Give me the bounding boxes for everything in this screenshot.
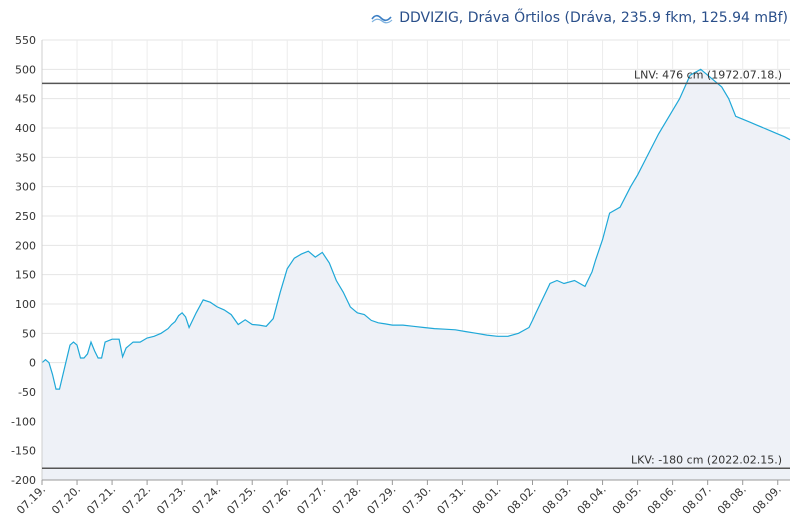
x-tick-label: 07.25. [224, 483, 258, 517]
y-tick-label: 400 [15, 122, 36, 135]
y-tick-label: 450 [15, 93, 36, 106]
y-tick-label: 100 [15, 298, 36, 311]
x-tick-label: 07.23. [154, 483, 188, 517]
y-tick-label: 250 [15, 210, 36, 223]
y-tick-label: 0 [29, 357, 36, 370]
y-tick-label: 150 [15, 269, 36, 282]
x-tick-label: 07.30. [400, 483, 434, 517]
ddvizig-logo-icon [371, 14, 393, 24]
y-tick-label: 500 [15, 63, 36, 76]
x-tick-label: 08.05. [610, 483, 644, 517]
x-tick-label: 08.04. [575, 483, 609, 517]
x-tick-label: 08.06. [645, 483, 679, 517]
chart-header: DDVIZIG, Dráva Őrtilos (Dráva, 235.9 fkm… [371, 8, 788, 28]
y-tick-label: -150 [11, 445, 36, 458]
y-tick-label: 200 [15, 239, 36, 252]
reference-line-label: LNV: 476 cm (1972.07.18.) [634, 68, 782, 81]
x-tick-label: 07.19. [14, 483, 48, 517]
x-tick-label: 07.20. [49, 483, 83, 517]
x-tick-label: 07.21. [84, 483, 118, 517]
y-tick-label: -50 [18, 386, 36, 399]
x-tick-label: 08.01. [470, 483, 504, 517]
y-tick-label: -100 [11, 415, 36, 428]
plot-area [41, 68, 791, 481]
reference-lines: LNV: 476 cm (1972.07.18.) LKV: -180 cm (2… [42, 68, 790, 470]
y-tick-label: 350 [15, 151, 36, 164]
y-tick-label: 300 [15, 181, 36, 194]
x-tick-label: 07.27. [294, 483, 328, 517]
x-tick-label: 07.28. [329, 483, 363, 517]
x-tick-label: 08.02. [505, 483, 539, 517]
y-axis: 550500450400350300250200150100500-50-100… [11, 34, 43, 487]
chart-title: DDVIZIG, Dráva Őrtilos (Dráva, 235.9 fkm… [399, 10, 788, 26]
x-tick-label: 08.07. [680, 483, 714, 517]
y-tick-label: -200 [11, 474, 36, 487]
x-tick-label: 07.29. [365, 483, 399, 517]
x-tick-label: 08.03. [540, 483, 574, 517]
reference-line-label: LKV: -180 cm (2022.02.15.) [631, 453, 782, 466]
x-tick-label: 07.22. [119, 483, 153, 517]
x-axis: 07.19. 07.20. 07.21. 07.22. 07.23. 07.24. 07.2… [14, 479, 790, 517]
x-tick-label: 07.31. [435, 483, 469, 517]
series-line [41, 68, 791, 390]
x-tick-label: 07.26. [259, 483, 293, 517]
y-tick-label: 550 [15, 34, 36, 47]
series-area [42, 69, 790, 481]
x-tick-label: 07.24. [189, 483, 223, 517]
y-tick-label: 50 [22, 327, 36, 340]
x-tick-label: 08.08. [715, 483, 749, 517]
x-tick-label: 08.09. [750, 483, 784, 517]
